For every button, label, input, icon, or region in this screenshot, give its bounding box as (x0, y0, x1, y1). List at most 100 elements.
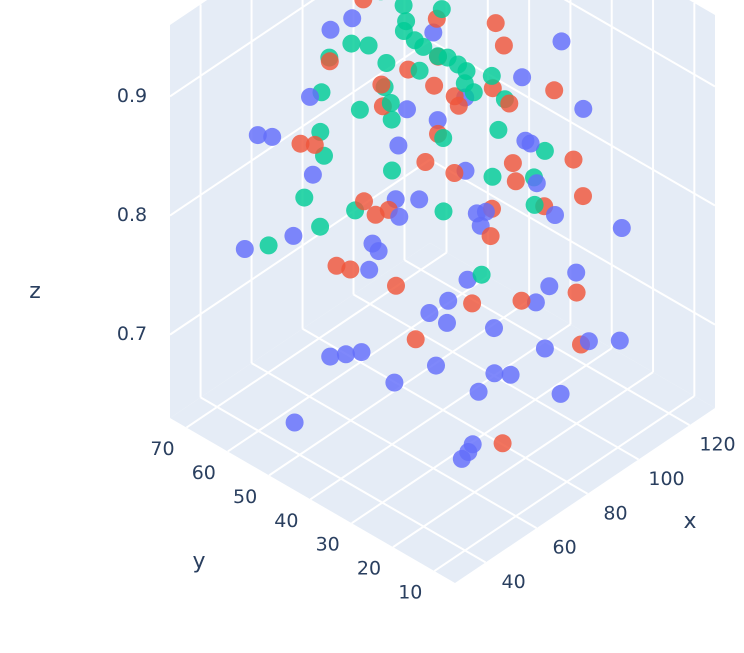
y-tick-label: 40 (274, 510, 298, 532)
data-point-series-0 (360, 260, 379, 279)
data-point-series-0 (410, 190, 429, 209)
data-point-series-1 (354, 0, 373, 9)
x-tick-label: 80 (603, 502, 627, 524)
data-point-series-0 (343, 9, 362, 28)
data-point-series-0 (551, 384, 570, 403)
data-point-series-0 (263, 127, 282, 146)
data-point-series-2 (359, 36, 378, 55)
data-point-series-0 (516, 131, 535, 150)
data-point-series-0 (389, 136, 408, 155)
data-point-series-0 (301, 87, 319, 106)
z-grid-wall-b-0 (429, 158, 716, 326)
data-point-series-2 (350, 100, 369, 119)
z-grid-wall-b-2 (563, 0, 716, 88)
data-point-series-0 (485, 364, 504, 383)
data-point-series-1 (372, 75, 391, 94)
data-point-series-0 (424, 23, 443, 42)
data-point-series-2 (381, 94, 400, 112)
data-point-series-1 (341, 260, 360, 279)
data-point-series-0 (390, 207, 409, 226)
data-point-series-2 (414, 37, 433, 56)
x-axis-title: x (683, 509, 696, 534)
tick-labels: 40 60 80 100 120 10 20 30 40 50 60 70 0.7 0.8 0.9 (117, 85, 736, 604)
data-point-series-0 (363, 234, 382, 253)
data-point-series-0 (567, 263, 586, 282)
data-point-series-2 (434, 129, 453, 147)
data-point-series-0 (321, 20, 340, 39)
data-point-series-1 (545, 81, 564, 100)
x-tick-label: 60 (553, 537, 577, 559)
data-point-series-2 (457, 62, 476, 81)
y-tick-label: 60 (192, 462, 216, 484)
y-tick-label: 20 (357, 558, 381, 580)
data-point-series-2 (482, 66, 501, 85)
y-grid-floor-0 (433, 395, 695, 572)
data-point-series-1 (503, 154, 522, 173)
data-point-series-0 (284, 226, 303, 245)
data-point-series-1 (463, 294, 482, 313)
data-point-series-0 (463, 435, 482, 454)
z-grid-wall-a-0 (169, 158, 431, 336)
y-grid-floor-1 (392, 371, 654, 548)
data-point-series-2 (311, 217, 330, 236)
data-point-series-0 (501, 365, 520, 384)
data-point-series-0 (612, 219, 631, 237)
data-point-series-1 (500, 94, 519, 113)
y-axis-title: y (192, 549, 205, 574)
y-grid-floor-3 (309, 323, 571, 501)
data-point-series-0 (540, 277, 559, 296)
data-point-series-2 (525, 195, 544, 214)
data-point-series-0 (303, 165, 322, 184)
data-point-series-1 (564, 150, 583, 169)
data-point-series-0 (439, 291, 458, 310)
z-grid-wall-a-2 (169, 0, 316, 98)
data-point-series-2 (295, 188, 314, 207)
data-point-series-1 (445, 164, 464, 182)
data-point-series-1 (320, 52, 339, 71)
z-grid-wall-b-1 (429, 39, 716, 207)
x-grid-floor-1 (251, 362, 538, 529)
floor-xy (170, 243, 715, 583)
data-point-series-2 (259, 236, 278, 255)
data-point-series-0 (527, 174, 546, 193)
data-point-series-0 (248, 126, 267, 145)
data-point-series-1 (425, 76, 444, 95)
x-tick-label: 40 (502, 571, 526, 593)
data-point-series-0 (285, 413, 304, 432)
data-point-series-0 (428, 111, 447, 130)
data-point-series-2 (410, 61, 429, 80)
data-point-series-0 (458, 270, 477, 289)
z-tick-label: 0.8 (117, 204, 147, 226)
data-point-series-2 (394, 0, 413, 15)
data-point-series-0 (579, 332, 598, 351)
data-point-series-0 (438, 313, 456, 332)
x-tick-label: 120 (699, 434, 735, 456)
data-point-series-0 (336, 345, 355, 364)
data-point-series-0 (574, 99, 593, 118)
data-point-series-1 (406, 330, 425, 349)
z-tick-label: 0.9 (117, 85, 147, 107)
data-point-series-2 (397, 12, 416, 31)
x-tick-label: 100 (648, 468, 684, 490)
data-point-series-2 (342, 34, 361, 53)
data-point-series-0 (235, 240, 254, 258)
data-point-series-2 (434, 202, 453, 221)
data-point-series-2 (428, 47, 447, 66)
y-tick-label: 50 (233, 486, 257, 508)
data-point-series-1 (416, 153, 435, 171)
data-point-series-1 (327, 256, 346, 275)
data-point-series-2 (472, 265, 491, 284)
data-point-series-1 (387, 276, 405, 295)
y-tick-label: 10 (398, 582, 422, 604)
data-point-series-2 (535, 141, 554, 160)
data-point-series-0 (398, 100, 416, 119)
data-point-series-1 (506, 172, 525, 191)
y-grid-floor-2 (351, 347, 613, 525)
data-point-series-0 (452, 449, 471, 468)
data-point-series-0 (476, 202, 495, 221)
grid-lines (169, 0, 716, 572)
data-point-series-0 (427, 356, 445, 375)
data-point-series-1 (493, 434, 512, 453)
data-point-series-0 (526, 293, 545, 312)
